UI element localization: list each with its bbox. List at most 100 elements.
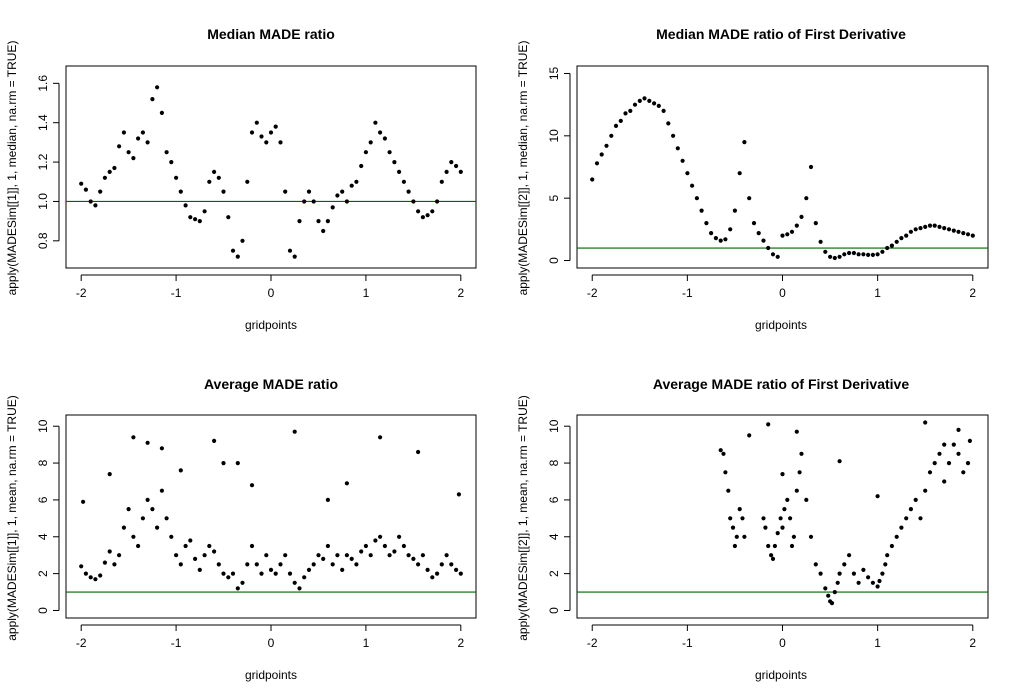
x-tick-label: -2 — [587, 636, 598, 650]
data-point — [88, 575, 93, 580]
data-point — [454, 567, 459, 573]
y-tick-label: 10 — [36, 419, 50, 433]
data-point — [913, 227, 918, 232]
data-point — [458, 571, 463, 576]
data-point — [79, 564, 84, 569]
data-point — [136, 136, 141, 141]
data-point — [775, 531, 780, 536]
data-point — [330, 205, 335, 210]
y-tick-label: 8 — [36, 459, 50, 466]
data-point — [956, 229, 961, 234]
data-point — [680, 158, 685, 163]
data-point — [797, 470, 802, 475]
data-point — [249, 130, 255, 135]
data-point — [193, 556, 198, 562]
data-point — [340, 567, 345, 573]
data-point — [145, 497, 150, 502]
data-point — [956, 427, 961, 432]
data-point — [83, 571, 88, 576]
data-point — [430, 575, 435, 580]
data-point — [359, 549, 364, 554]
data-point — [212, 549, 217, 554]
data-point — [354, 179, 359, 184]
data-point — [737, 171, 742, 176]
data-point — [618, 118, 623, 123]
x-tick-label: 1 — [363, 636, 370, 650]
data-point — [406, 553, 411, 558]
data-point — [875, 252, 880, 257]
data-point — [378, 534, 383, 539]
data-point — [970, 233, 975, 238]
x-axis-label: gridpoints — [245, 668, 297, 682]
data-point — [197, 567, 202, 573]
data-point — [791, 534, 797, 539]
x-axis-label: gridpoints — [755, 668, 807, 682]
panel-average-made-ratio: Average MADE ratio gridpoints apply(MADE… — [5, 376, 477, 682]
data-point — [249, 483, 255, 488]
data-point — [98, 573, 103, 578]
data-point — [737, 507, 742, 512]
data-point — [818, 571, 823, 576]
data-point — [454, 163, 459, 169]
y-axis: 0.8 1.0 1.2 1.4 1.6 — [36, 75, 60, 249]
data-point — [449, 160, 454, 165]
y-tick-label: 4 — [547, 533, 561, 540]
data-point — [344, 481, 349, 486]
data-point — [416, 449, 421, 455]
y-axis-label: apply(MADESim[[1]], 1, mean, na.rm = TRU… — [5, 395, 19, 641]
x-tick-label: -2 — [76, 636, 87, 650]
data-point — [456, 492, 461, 497]
data-point — [449, 562, 454, 567]
data-point — [254, 562, 259, 567]
data-point — [197, 219, 202, 224]
data-point — [961, 231, 966, 236]
data-point — [287, 248, 293, 253]
data-point — [932, 223, 937, 228]
data-point — [155, 85, 160, 90]
data-point — [416, 562, 421, 567]
data-point — [81, 499, 86, 504]
data-point — [804, 196, 809, 201]
data-point — [169, 534, 174, 539]
data-point — [340, 189, 345, 194]
data-point — [207, 179, 212, 184]
x-tick-label: -1 — [171, 636, 182, 650]
data-point — [877, 578, 882, 584]
data-point — [406, 189, 411, 194]
data-point — [734, 534, 739, 539]
data-point — [335, 193, 340, 198]
data-point — [107, 549, 112, 554]
data-point — [751, 221, 757, 226]
data-point — [387, 553, 392, 558]
data-point — [894, 534, 899, 539]
data-point — [397, 534, 402, 539]
y-tick-label: 6 — [547, 496, 561, 503]
x-tick-label: 0 — [779, 636, 786, 650]
data-point — [268, 567, 274, 573]
data-point — [102, 175, 107, 180]
data-point — [908, 229, 914, 234]
x-axis-label: gridpoints — [755, 318, 807, 332]
data-point — [927, 470, 933, 475]
data-point — [861, 252, 866, 257]
data-point — [311, 562, 316, 567]
data-point — [401, 543, 406, 549]
data-point — [908, 507, 914, 512]
data-point — [212, 169, 217, 174]
data-point — [965, 461, 971, 466]
data-point — [847, 553, 852, 558]
x-axis: -2 -1 0 1 2 — [587, 624, 976, 650]
data-point — [690, 183, 695, 188]
data-point — [435, 199, 440, 204]
data-point — [942, 226, 947, 231]
data-point — [647, 98, 652, 103]
y-tick-label: 10 — [547, 419, 561, 433]
data-point — [359, 163, 364, 169]
data-point — [699, 208, 704, 213]
data-point — [623, 111, 628, 116]
data-point — [425, 567, 430, 573]
data-point — [221, 571, 226, 576]
data-point — [325, 497, 330, 502]
data-point — [235, 586, 240, 591]
data-point — [363, 150, 368, 155]
